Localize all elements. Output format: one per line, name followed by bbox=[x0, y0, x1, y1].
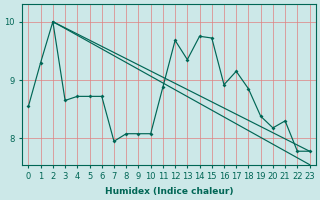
X-axis label: Humidex (Indice chaleur): Humidex (Indice chaleur) bbox=[105, 187, 233, 196]
